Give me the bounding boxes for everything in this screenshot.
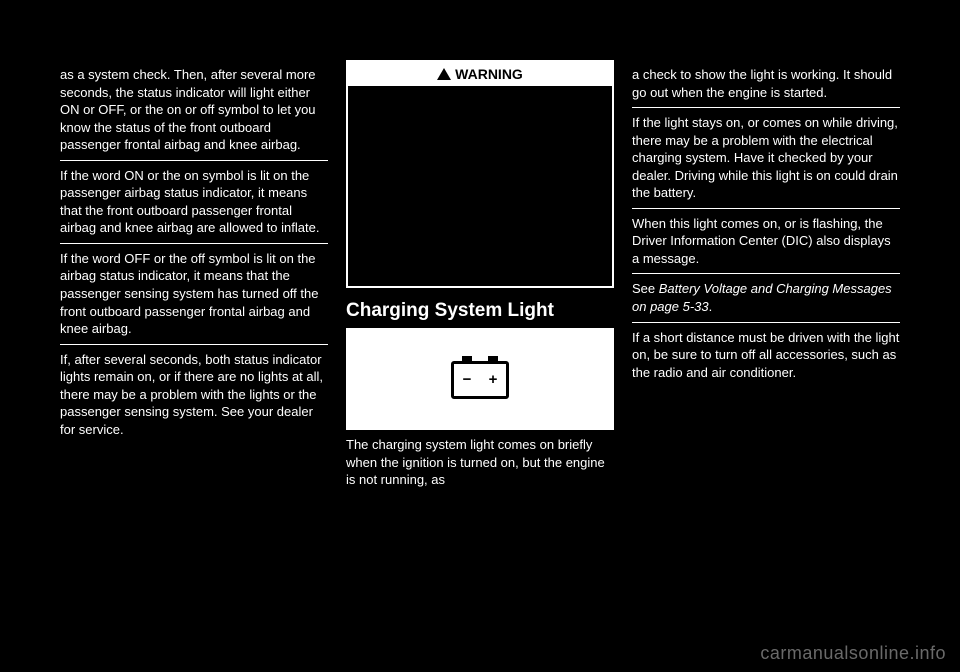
paragraph: If the word OFF or the off symbol is lit… — [60, 244, 328, 345]
paragraph: If the light stays on, or comes on while… — [632, 108, 900, 209]
column-2: WARNING Charging System Light − + The ch… — [346, 60, 614, 620]
paragraph: a check to show the light is working. It… — [632, 60, 900, 108]
paragraph: If a short distance must be driven with … — [632, 323, 900, 388]
paragraph: as a system check. Then, after several m… — [60, 60, 328, 161]
paragraph-see-link: See Battery Voltage and Charging Message… — [632, 274, 900, 322]
manual-page: as a system check. Then, after several m… — [60, 60, 900, 620]
warning-header: WARNING — [348, 62, 612, 86]
paragraph: The charging system light comes on brief… — [346, 430, 614, 495]
paragraph: If, after several seconds, both status i… — [60, 345, 328, 445]
text: See — [632, 281, 659, 296]
warning-triangle-icon — [437, 68, 451, 80]
warning-box: WARNING — [346, 60, 614, 288]
warning-body — [348, 86, 612, 286]
battery-icon: − + — [451, 361, 509, 399]
watermark: carmanualsonline.info — [760, 643, 946, 664]
battery-minus: − — [463, 371, 472, 388]
battery-icon-box: − + — [346, 330, 614, 430]
section-title: Charging System Light — [346, 296, 614, 330]
battery-plus: + — [489, 371, 498, 388]
paragraph: When this light comes on, or is flashing… — [632, 209, 900, 275]
warning-label: WARNING — [455, 66, 523, 82]
column-1: as a system check. Then, after several m… — [60, 60, 328, 620]
paragraph: If the word ON or the on symbol is lit o… — [60, 161, 328, 244]
column-3: a check to show the light is working. It… — [632, 60, 900, 620]
text: . — [709, 299, 713, 314]
reference-link: Battery Voltage and Charging Messages on… — [632, 281, 892, 314]
